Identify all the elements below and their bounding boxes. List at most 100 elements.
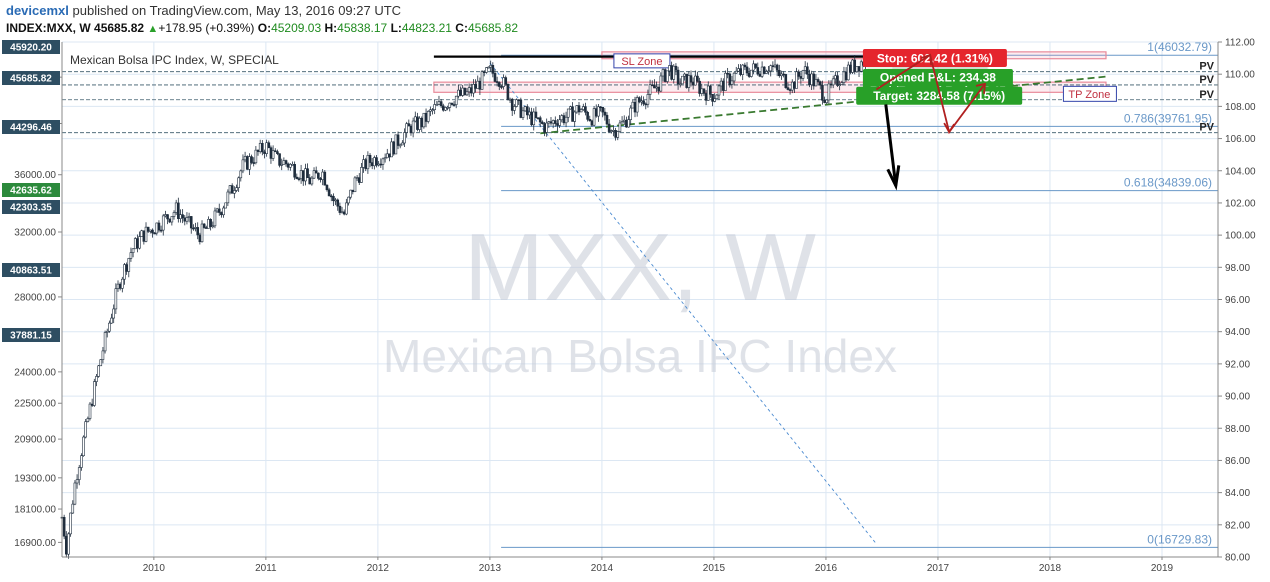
candle-body-368	[853, 59, 857, 73]
candle-body-118	[314, 170, 318, 174]
candle-body-88	[250, 156, 253, 163]
candle-body-138	[357, 177, 361, 183]
candle-body-216	[525, 106, 529, 116]
chart-title: Mexican Bolsa IPC Index, W, SPECIAL	[70, 53, 279, 67]
candle-body-30	[125, 264, 128, 272]
pv-label-2: PV	[1199, 89, 1214, 101]
price-change: +178.95 (+0.39%)	[158, 21, 255, 35]
price-badge-42635.62	[2, 183, 60, 197]
candle-body-125	[329, 195, 333, 198]
candle-body-20	[103, 332, 107, 352]
candle-body-70	[211, 225, 215, 228]
author-link[interactable]: devicemxl	[6, 3, 69, 18]
price-badge-45685.82	[2, 71, 60, 85]
candle-body-196	[482, 71, 486, 73]
candle-body-353	[821, 84, 824, 101]
candle-body-351	[816, 79, 820, 82]
candle-body-144	[370, 162, 374, 167]
candle-body-228	[551, 120, 555, 124]
candle-body-201	[493, 73, 497, 82]
candle-body-29	[123, 264, 126, 280]
candle-body-72	[215, 208, 219, 212]
candle-body-133	[347, 196, 350, 204]
candle-body-253	[605, 114, 609, 125]
candle-body-42	[151, 229, 154, 234]
candle-body-258	[616, 131, 620, 138]
candle-body-310	[728, 73, 732, 85]
sl-zone-box	[601, 51, 1107, 60]
right-tick-label-96.00: 96.00	[1225, 295, 1250, 306]
candle-body-134	[349, 189, 352, 198]
right-tick-label-84.00: 84.00	[1225, 488, 1250, 499]
right-tick-label-98.00: 98.00	[1225, 263, 1250, 274]
price-badge-label-40863.51: 40863.51	[10, 266, 52, 277]
projection-line	[489, 62, 877, 545]
candle-body-188	[465, 91, 469, 96]
candle-body-333	[778, 70, 781, 77]
candle-body-260	[620, 121, 624, 124]
candle-body-254	[607, 123, 611, 132]
candle-body-53	[174, 202, 178, 213]
candle-body-307	[722, 80, 725, 91]
candle-body-129	[338, 205, 342, 213]
candle-body-160	[405, 123, 408, 133]
stop-box	[862, 49, 1007, 67]
candle-body-321	[752, 63, 755, 71]
candle-body-165	[416, 116, 419, 130]
candle-body-185	[459, 89, 462, 96]
candle-body-100	[276, 151, 279, 154]
candle-body-215	[523, 106, 527, 112]
candle-body-326	[762, 66, 766, 74]
candle-body-242	[582, 106, 585, 110]
candle-body-153	[390, 141, 393, 158]
candle-body-35	[136, 238, 139, 249]
x-tick-label-2019: 2019	[1151, 563, 1174, 574]
candle-body-180	[448, 102, 452, 108]
candle-body-270	[642, 100, 645, 105]
candle-body-25	[114, 288, 118, 310]
candle-body-93	[261, 142, 264, 153]
right-tick-label-112.00: 112.00	[1225, 38, 1255, 49]
candle-body-156	[396, 134, 400, 146]
red-arrowhead-3	[975, 82, 987, 94]
candle-body-150	[383, 157, 387, 160]
candle-body-302	[711, 94, 714, 102]
candle-body-348	[810, 73, 813, 86]
candle-body-109	[295, 176, 299, 179]
candle-body-43	[153, 232, 156, 235]
candle-body-110	[297, 178, 301, 180]
right-tick-label-94.00: 94.00	[1225, 327, 1250, 338]
candle-body-315	[739, 68, 742, 75]
left-tick-label-32000.00: 32000.00	[14, 227, 56, 238]
candle-body-172	[431, 109, 434, 111]
candle-body-10	[82, 436, 85, 457]
open-value: 45209.03	[271, 21, 322, 35]
candle-body-292	[689, 75, 693, 83]
candle-body-176	[439, 101, 443, 107]
red-arrowhead-1	[920, 53, 933, 66]
candle-body-116	[310, 177, 314, 185]
candle-body-142	[366, 154, 370, 170]
candle-body-92	[258, 142, 262, 152]
sl-zone-label: SL Zone	[621, 56, 662, 68]
left-tick-label-36000.00: 36000.00	[14, 170, 56, 181]
black-arrow-shaft	[884, 104, 898, 186]
candle-body-19	[101, 350, 105, 360]
candle-body-8	[77, 467, 81, 480]
candle-body-241	[579, 109, 583, 113]
candle-body-163	[411, 120, 415, 134]
candle-body-240	[577, 105, 581, 113]
candle-body-297	[700, 88, 704, 94]
open-label: O:	[257, 21, 272, 35]
candle-body-135	[351, 189, 355, 193]
candle-body-342	[797, 71, 801, 77]
candle-body-295	[696, 75, 699, 82]
candle-body-340	[793, 81, 796, 89]
candle-body-235	[566, 108, 570, 118]
candle-body-4	[69, 512, 72, 535]
axes: 2010 2011 2012 2013 2014 2015 2016 2017 2018 2019…	[2, 38, 1256, 574]
x-tick-label-2013: 2013	[479, 563, 502, 574]
candle-body-217	[528, 111, 531, 116]
up-arrow-icon: ▲	[147, 23, 159, 35]
